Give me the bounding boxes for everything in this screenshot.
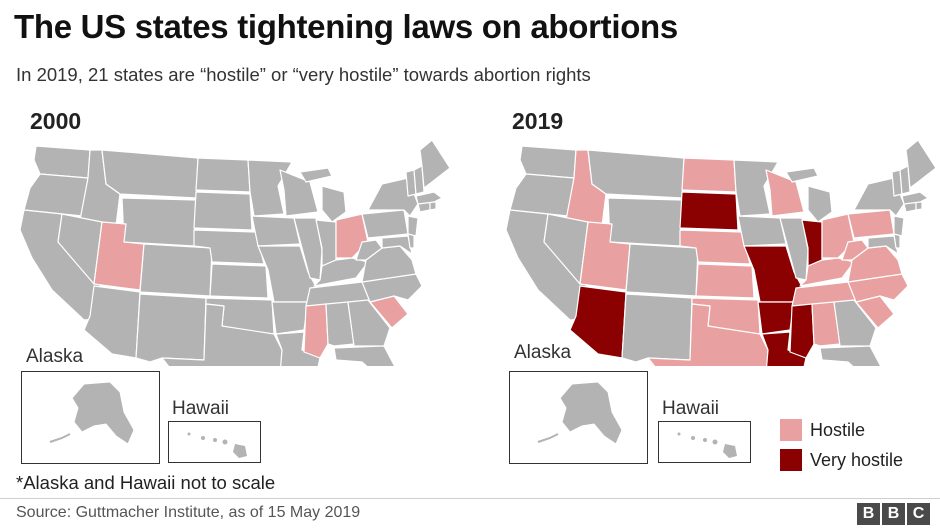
bbc-logo-letter: B bbox=[882, 503, 905, 525]
state-me-2000 bbox=[419, 139, 450, 189]
bbc-logo-letter: C bbox=[907, 503, 930, 525]
state-co-2000 bbox=[139, 243, 213, 297]
state-mt-2019 bbox=[587, 149, 685, 199]
state-fl-2000 bbox=[333, 345, 396, 366]
state-pa-2000 bbox=[361, 209, 409, 239]
state-mi-2019 bbox=[785, 167, 833, 223]
state-la-2019 bbox=[761, 331, 807, 366]
legend-label-very-hostile: Very hostile bbox=[810, 449, 904, 470]
state-wa-2019 bbox=[519, 145, 577, 179]
legend: Hostile Very hostile bbox=[780, 415, 903, 475]
state-az-2000 bbox=[83, 285, 141, 359]
state-al-2000 bbox=[325, 301, 355, 347]
state-tx-2019 bbox=[647, 303, 769, 366]
state-nd-2000 bbox=[195, 157, 251, 193]
footnote: *Alaska and Hawaii not to scale bbox=[16, 472, 276, 493]
hawaii-shape-2000 bbox=[187, 432, 247, 458]
state-ar-2000 bbox=[271, 301, 309, 335]
state-pa-2019 bbox=[847, 209, 895, 239]
state-nm-2019 bbox=[621, 293, 693, 363]
state-sd-2019 bbox=[679, 191, 739, 231]
year-label-2000: 2000 bbox=[30, 108, 82, 134]
year-label-2019: 2019 bbox=[512, 108, 564, 134]
us-map-2000 bbox=[19, 139, 450, 366]
state-ms-2000 bbox=[303, 303, 329, 359]
state-tx-2000 bbox=[161, 303, 283, 366]
state-az-2019 bbox=[569, 285, 627, 359]
state-nj-2000 bbox=[407, 215, 419, 237]
state-or-2019 bbox=[509, 173, 575, 217]
state-md-2000 bbox=[381, 235, 413, 255]
state-ks-2019 bbox=[695, 263, 755, 299]
state-ms-2019 bbox=[789, 303, 815, 359]
state-wy-2019 bbox=[607, 197, 683, 247]
state-wv-2019 bbox=[841, 239, 869, 261]
state-ky-2019 bbox=[799, 257, 855, 287]
state-ri-2000 bbox=[429, 201, 437, 211]
state-co-2019 bbox=[625, 243, 699, 297]
alaska-inset-2019 bbox=[509, 371, 648, 464]
hawaii-inset-2000 bbox=[168, 421, 261, 463]
state-nj-2019 bbox=[893, 215, 905, 237]
alaska-shape-2019 bbox=[537, 381, 623, 445]
state-wa-2000 bbox=[33, 145, 91, 179]
state-ri-2019 bbox=[915, 201, 923, 211]
footer-divider bbox=[0, 498, 940, 499]
state-fl-2019 bbox=[819, 345, 882, 366]
state-nh-2000 bbox=[413, 165, 425, 195]
state-wy-2000 bbox=[121, 197, 197, 247]
state-ga-2019 bbox=[833, 299, 877, 347]
bbc-logo: B B C bbox=[857, 503, 930, 525]
state-ia-2000 bbox=[251, 215, 301, 247]
state-ar-2019 bbox=[757, 301, 795, 335]
state-nh-2019 bbox=[899, 165, 911, 195]
state-me-2019 bbox=[905, 139, 936, 189]
state-ia-2019 bbox=[737, 215, 787, 247]
state-wv-2000 bbox=[355, 239, 383, 261]
page-title: The US states tightening laws on abortio… bbox=[14, 8, 678, 45]
state-nd-2019 bbox=[681, 157, 737, 193]
state-ma-2000 bbox=[415, 191, 443, 205]
bbc-logo-letter: B bbox=[857, 503, 880, 525]
page-subtitle: In 2019, 21 states are “hostile” or “ver… bbox=[16, 64, 591, 85]
alaska-label-2000: Alaska bbox=[26, 346, 84, 367]
state-mt-2000 bbox=[101, 149, 199, 199]
state-ma-2019 bbox=[901, 191, 929, 205]
state-al-2019 bbox=[811, 301, 841, 347]
alaska-inset-2000 bbox=[21, 371, 160, 464]
source-note: Source: Guttmacher Institute, as of 15 M… bbox=[16, 504, 361, 521]
state-ky-2000 bbox=[313, 257, 369, 287]
hawaii-label-2000: Hawaii bbox=[172, 398, 230, 419]
state-ga-2000 bbox=[347, 299, 391, 347]
legend-item-very-hostile: Very hostile bbox=[780, 445, 903, 475]
state-sd-2000 bbox=[193, 191, 253, 231]
legend-label-hostile: Hostile bbox=[810, 419, 866, 440]
hawaii-label-2019: Hawaii bbox=[662, 398, 720, 419]
us-map-2019 bbox=[505, 139, 936, 366]
hawaii-inset-2019 bbox=[658, 421, 751, 463]
legend-swatch-very-hostile bbox=[780, 449, 802, 471]
legend-item-hostile: Hostile bbox=[780, 415, 903, 445]
state-nm-2000 bbox=[135, 293, 207, 363]
state-mi-2000 bbox=[299, 167, 347, 223]
state-md-2019 bbox=[867, 235, 899, 255]
hawaii-shape-2019 bbox=[677, 432, 737, 458]
alaska-label-2019: Alaska bbox=[514, 342, 572, 363]
alaska-shape-2000 bbox=[49, 381, 135, 445]
state-ks-2000 bbox=[209, 263, 269, 299]
legend-swatch-hostile bbox=[780, 419, 802, 441]
state-or-2000 bbox=[23, 173, 89, 217]
state-la-2000 bbox=[275, 331, 321, 366]
